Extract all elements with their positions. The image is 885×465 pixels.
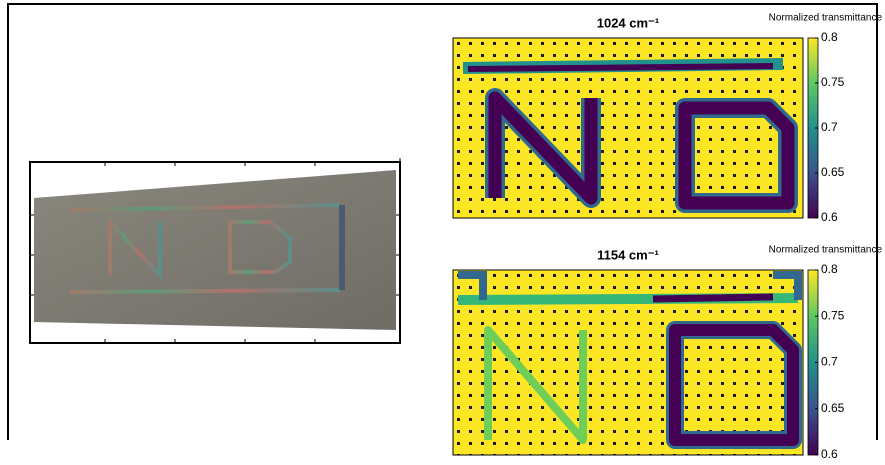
chart-title: 1154 cm⁻¹ (597, 247, 659, 262)
colorbar-tick-label: 0.6 (821, 210, 838, 224)
heatmap-image (453, 38, 803, 218)
colorbar-tick-label: 0.65 (821, 401, 845, 415)
colorbar-tick-label: 0.6 (821, 447, 838, 461)
colorbar-tick-label: 0.8 (821, 30, 838, 44)
colorbar-tick-label: 0.75 (821, 308, 845, 322)
colorbar-tick-label: 0.75 (821, 75, 845, 89)
figure: 1024 cm⁻¹ Normalized transmittance 0.6 0.65… (0, 0, 885, 465)
colorbar-tick-label: 0.8 (821, 262, 838, 276)
chart-title: 1024 cm⁻¹ (597, 15, 660, 30)
colorbar-label: Normalized transmittance (769, 245, 883, 256)
heatmap-image (453, 270, 803, 455)
photo (30, 158, 400, 343)
colorbar-tick-label: 0.65 (821, 165, 845, 179)
colorbar-tick-label: 0.7 (821, 355, 838, 369)
colorbar-tick-label: 0.7 (821, 120, 838, 134)
colorbar-label: Normalized transmittance (769, 13, 883, 24)
